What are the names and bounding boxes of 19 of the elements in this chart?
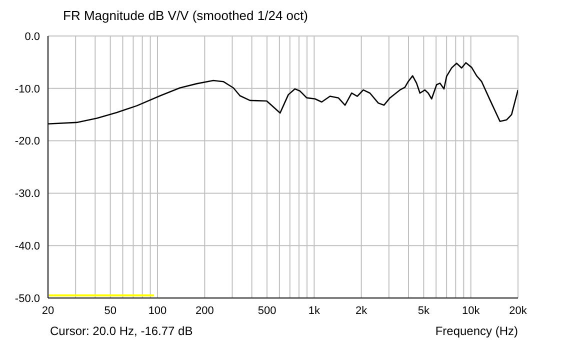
x-tick-label: 1k [308,304,320,317]
x-tick-label: 50 [104,304,116,317]
y-tick-label: -10.0 [14,83,40,96]
y-tick-label: -30.0 [14,188,40,200]
x-tick-label: 10k [462,304,480,317]
x-tick-label: 2k [356,304,368,317]
y-tick-label: -50.0 [14,292,40,305]
x-tick-label: 200 [195,304,214,317]
x-tick-label: 20 [42,304,54,317]
chart-title: FR Magnitude dB V/V (smoothed 1/24 oct) [63,8,308,23]
x-tick-label: 100 [148,304,167,317]
y-tick-label: -20.0 [14,136,40,148]
y-tick-label: 0.0 [24,30,40,43]
text: Cursor: 20.0 Hz, -16.77 dB [50,324,193,338]
x-axis-title: Frequency (Hz) [435,324,518,338]
x-tick-label: 500 [258,304,276,317]
y-tick-label: -40.0 [14,240,40,253]
x-tick-label: 5k [418,304,430,317]
x-tick-label: 20k [509,304,528,317]
